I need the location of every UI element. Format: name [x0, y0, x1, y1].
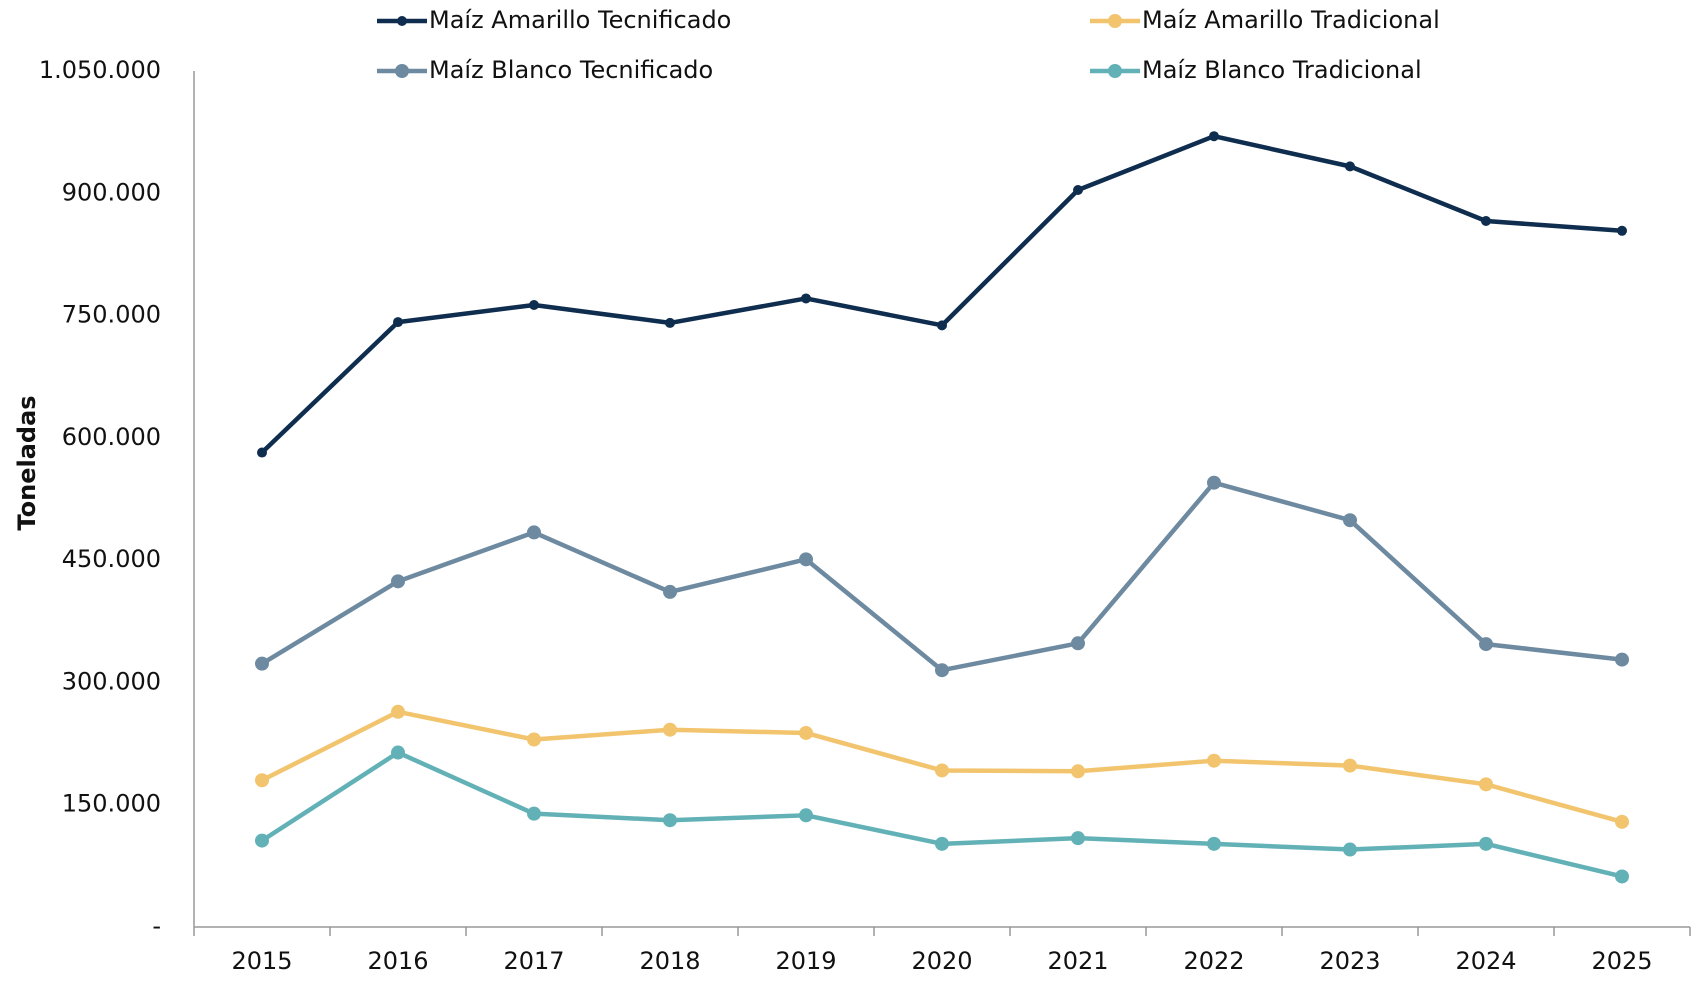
data-point	[1343, 758, 1357, 773]
data-point	[393, 317, 403, 328]
x-tick-label: 2015	[231, 947, 292, 975]
data-point	[1071, 636, 1085, 651]
data-point	[1207, 836, 1221, 851]
data-point	[1207, 475, 1221, 490]
data-point	[935, 836, 949, 851]
data-point	[1071, 764, 1085, 779]
data-point	[799, 725, 813, 740]
y-tick-label: -	[152, 912, 161, 940]
y-tick-label: 900.000	[62, 178, 161, 206]
data-point	[255, 773, 269, 788]
legend-label: Maíz Blanco Tradicional	[1142, 56, 1422, 84]
x-tick-label: 2017	[503, 947, 564, 975]
data-point	[663, 813, 677, 828]
data-point	[935, 663, 949, 678]
data-point	[801, 293, 811, 304]
data-point	[527, 525, 541, 540]
data-point	[663, 584, 677, 599]
data-point	[1617, 225, 1627, 236]
x-tick-label: 2023	[1319, 947, 1380, 975]
data-point	[1481, 216, 1491, 227]
legend-marker	[1108, 14, 1122, 28]
data-point	[665, 317, 675, 328]
data-point	[1345, 161, 1355, 172]
legend-label: Maíz Amarillo Tradicional	[1142, 6, 1440, 34]
data-point	[391, 704, 405, 719]
data-point	[1479, 836, 1493, 851]
x-tick-label: 2018	[639, 947, 700, 975]
data-point	[1071, 831, 1085, 846]
y-tick-label: 450.000	[62, 545, 161, 573]
legend-marker	[395, 64, 409, 78]
data-point	[799, 552, 813, 567]
x-tick-label: 2022	[1183, 947, 1244, 975]
legend-marker	[1108, 64, 1122, 78]
y-tick-label: 300.000	[62, 667, 161, 695]
data-point	[663, 722, 677, 737]
x-tick-label: 2020	[911, 947, 972, 975]
x-tick-label: 2025	[1591, 947, 1652, 975]
y-tick-label: 1.050.000	[39, 56, 161, 84]
data-point	[1615, 652, 1629, 667]
data-point	[1209, 131, 1219, 142]
series-line	[260, 480, 1623, 673]
data-point	[391, 574, 405, 589]
y-tick-label: 750.000	[62, 301, 161, 329]
data-point	[391, 745, 405, 760]
data-point	[1479, 637, 1493, 652]
data-point	[527, 806, 541, 821]
data-point	[1479, 777, 1493, 792]
x-tick-label: 2024	[1455, 947, 1516, 975]
x-tick-label: 2016	[367, 947, 428, 975]
data-point	[1343, 842, 1357, 857]
data-point	[1207, 753, 1221, 768]
data-point	[257, 447, 267, 458]
data-point	[527, 732, 541, 747]
series-line	[260, 133, 1623, 455]
data-point	[1073, 185, 1083, 196]
y-tick-label: 150.000	[62, 790, 161, 818]
data-point	[529, 299, 539, 310]
data-point	[255, 656, 269, 671]
legend-marker	[397, 16, 407, 26]
data-point	[935, 763, 949, 778]
y-axis-label: Toneladas	[13, 395, 41, 530]
legend-label: Maíz Blanco Tecnificado	[429, 56, 713, 84]
x-tick-label: 2019	[775, 947, 836, 975]
legend-label: Maíz Amarillo Tecnificado	[429, 6, 731, 34]
x-tick-label: 2021	[1047, 947, 1108, 975]
data-point	[1343, 513, 1357, 528]
data-point	[799, 808, 813, 823]
data-point	[1615, 814, 1629, 829]
data-point	[255, 833, 269, 848]
y-tick-label: 600.000	[62, 423, 161, 451]
data-point	[937, 320, 947, 331]
data-point	[1615, 869, 1629, 884]
